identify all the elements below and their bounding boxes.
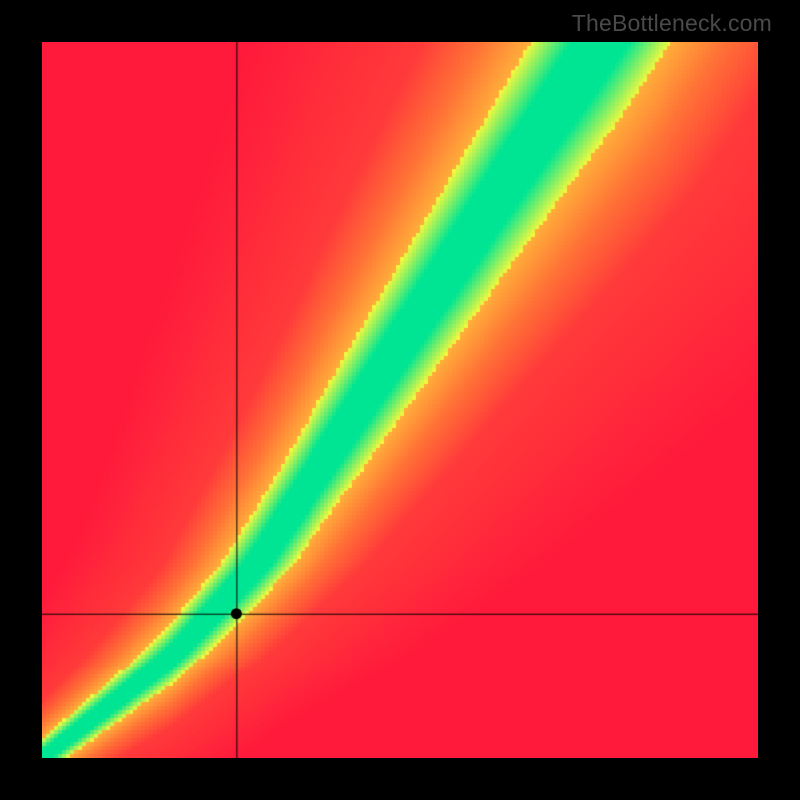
- heatmap-canvas: [42, 42, 758, 758]
- watermark-label: TheBottleneck.com: [572, 10, 772, 37]
- plot-area: [42, 42, 758, 758]
- chart-container: TheBottleneck.com: [0, 0, 800, 800]
